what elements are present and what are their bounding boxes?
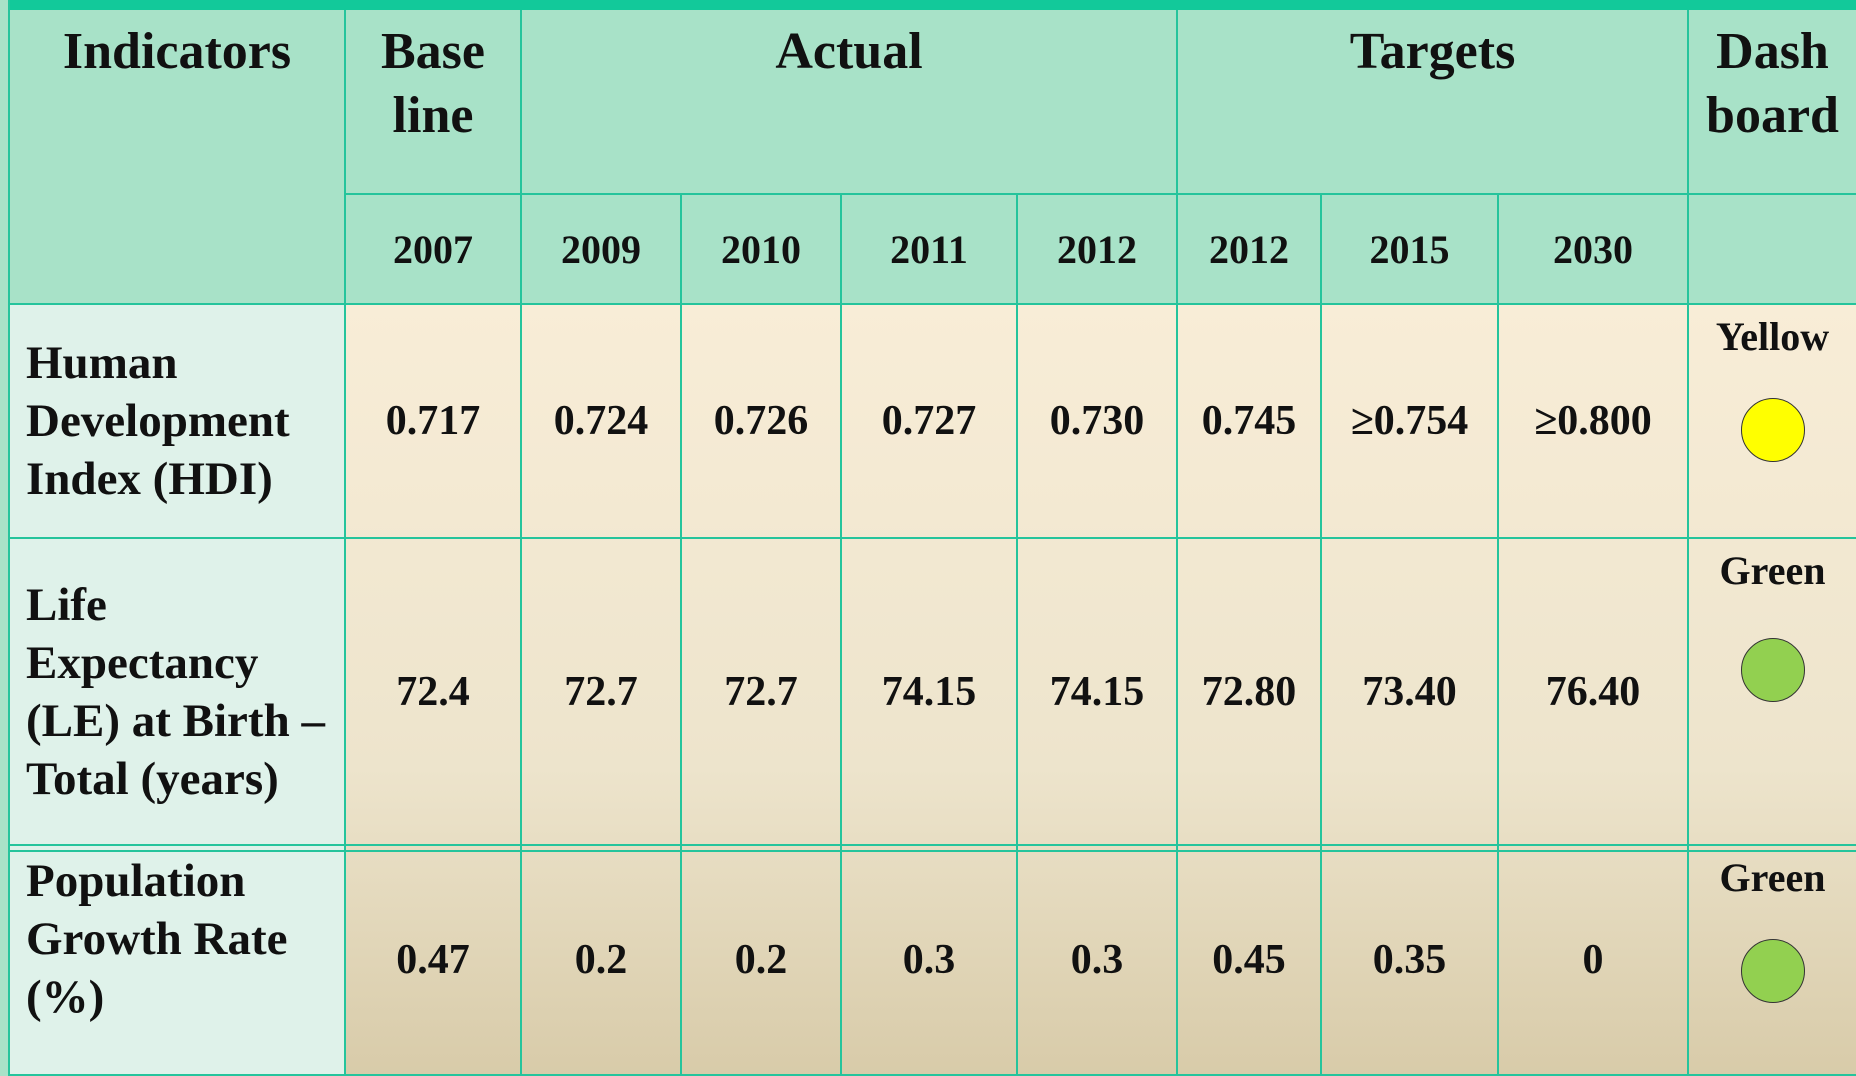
year-header: 2030 [1499,195,1689,305]
value-cell: 0.3 [842,846,1018,1076]
status-dot [1740,638,1805,702]
left-bar [0,0,10,1076]
value-cell: 0.717 [346,305,522,539]
header-baseline: Base line [346,10,522,195]
dashboard-cell: Green [1689,846,1856,1076]
value-cell: 0.730 [1018,305,1178,539]
value-cell: 74.15 [1018,539,1178,846]
year-header: 2007 [346,195,522,305]
value-cell: 72.80 [1178,539,1322,846]
value-cell: 0.47 [346,846,522,1076]
year-header: 2009 [522,195,682,305]
status-label: Green [1719,548,1826,593]
year-header: 2010 [682,195,842,305]
value-cell: ≥0.754 [1322,305,1499,539]
value-cell: 76.40 [1499,539,1689,846]
header-actual: Actual [522,10,1178,195]
value-cell: 74.15 [842,539,1018,846]
value-cell: 0.2 [522,846,682,1076]
value-cell: 72.4 [346,539,522,846]
year-header: 2012 [1178,195,1322,305]
status-dot [1740,398,1805,462]
status-label: Green [1719,855,1826,900]
dashboard-cell: Green [1689,539,1856,846]
indicator-name: Human Development Index (HDI) [10,305,346,539]
dashboard-year-blank [1689,195,1856,305]
row-separator [10,850,1856,852]
header-indicators: Indicators [10,10,346,305]
value-cell: 0 [1499,846,1689,1076]
value-cell: 0.726 [682,305,842,539]
header-dashboard: Dash board [1689,10,1856,195]
value-cell: ≥0.800 [1499,305,1689,539]
value-cell: 0.724 [522,305,682,539]
value-cell: 0.35 [1322,846,1499,1076]
value-cell: 0.2 [682,846,842,1076]
dashboard-cell: Yellow [1689,305,1856,539]
value-cell: 72.7 [522,539,682,846]
header-targets: Targets [1178,10,1689,195]
top-bar [0,0,1856,10]
indicator-name: Population Growth Rate (%) [10,846,346,1076]
year-header: 2011 [842,195,1018,305]
value-cell: 0.45 [1178,846,1322,1076]
indicator-name: Life Expectancy (LE) at Birth – Total (y… [10,539,346,846]
status-dot [1740,939,1805,1003]
value-cell: 0.727 [842,305,1018,539]
value-cell: 0.3 [1018,846,1178,1076]
status-label: Yellow [1715,314,1830,359]
value-cell: 73.40 [1322,539,1499,846]
year-header: 2015 [1322,195,1499,305]
data-background [345,305,1856,1076]
value-cell: 0.745 [1178,305,1322,539]
value-cell: 72.7 [682,539,842,846]
year-header: 2012 [1018,195,1178,305]
